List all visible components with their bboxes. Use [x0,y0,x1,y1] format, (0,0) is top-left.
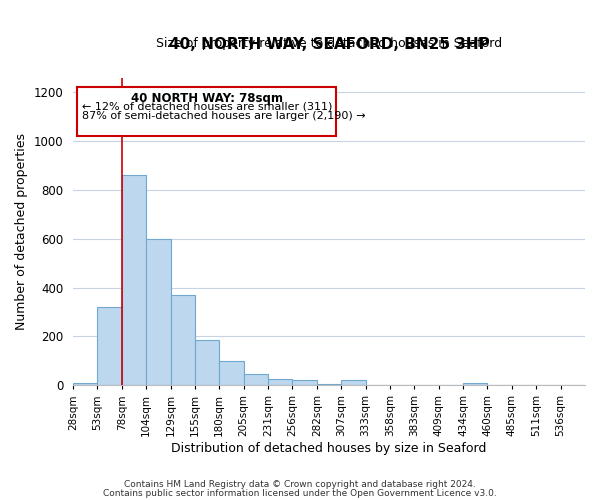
Bar [341,380,365,386]
Bar [195,340,220,386]
Bar [73,383,97,386]
Bar [220,361,244,386]
Text: Contains public sector information licensed under the Open Government Licence v3: Contains public sector information licen… [103,489,497,498]
Text: ← 12% of detached houses are smaller (311): ← 12% of detached houses are smaller (31… [82,102,332,112]
X-axis label: Distribution of detached houses by size in Seaford: Distribution of detached houses by size … [172,442,487,455]
Bar [268,379,292,386]
Bar [244,374,268,386]
FancyBboxPatch shape [77,88,337,136]
Bar [146,239,170,386]
Y-axis label: Number of detached properties: Number of detached properties [15,133,28,330]
Bar [292,380,317,386]
Text: 40 NORTH WAY: 78sqm: 40 NORTH WAY: 78sqm [131,92,283,105]
Text: 87% of semi-detached houses are larger (2,190) →: 87% of semi-detached houses are larger (… [82,110,365,120]
Bar [170,295,195,386]
Bar [317,384,341,386]
Text: Contains HM Land Registry data © Crown copyright and database right 2024.: Contains HM Land Registry data © Crown c… [124,480,476,489]
Bar [97,307,122,386]
Bar [463,383,487,386]
Text: 40, NORTH WAY, SEAFORD, BN25 3HP: 40, NORTH WAY, SEAFORD, BN25 3HP [169,36,490,52]
Bar [122,176,146,386]
Title: Size of property relative to detached houses in Seaford: Size of property relative to detached ho… [156,37,502,50]
